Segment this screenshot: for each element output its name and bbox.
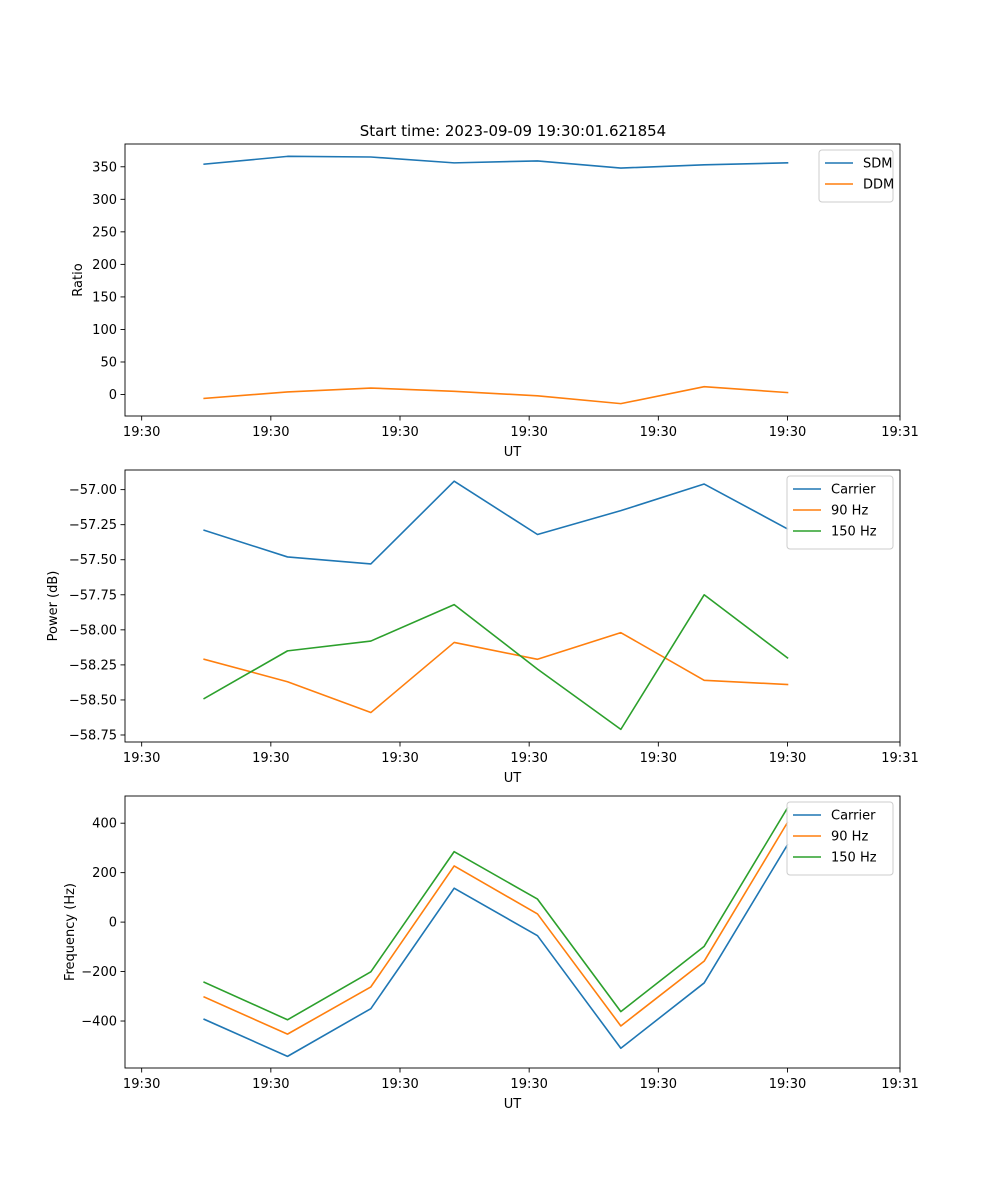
power-y-tick-label: −57.75: [69, 588, 117, 603]
frequency-x-axis-label: UT: [504, 1097, 522, 1112]
ratio-axes-frame: [124, 143, 901, 417]
power-x-axis-label: UT: [504, 771, 522, 786]
ratio-y-tick-label: 250: [92, 225, 117, 240]
power-x-tick-label: 19:31: [881, 751, 918, 766]
frequency-y-tick-label: 200: [92, 866, 117, 881]
ratio-series-line-ddm: [203, 385, 789, 405]
ratio-x-axis-label: UT: [504, 445, 522, 460]
power-y-tick-label: −57.00: [69, 483, 117, 498]
power-x-tick-label: 19:30: [510, 751, 547, 766]
frequency-legend-label-carrier: Carrier: [831, 809, 876, 824]
frequency-series-line-150-hz: [203, 806, 789, 1021]
figure-title: Start time: 2023-09-09 19:30:01.621854: [360, 122, 666, 140]
frequency-y-axis-label: Frequency (Hz): [63, 883, 78, 981]
ratio-x-tick-label: 19:31: [881, 425, 918, 440]
frequency-panel: 19:30 19:30 19:30 19:30 19:30 19:30 19:31 −400 −…: [63, 795, 919, 1112]
ratio-panel: 19:30 19:30 19:30 19:30 19:30 19:30 19:31 0 50 10…: [71, 143, 919, 460]
ratio-y-tick-label: 50: [100, 355, 117, 370]
power-y-tick-label: −57.50: [69, 553, 117, 568]
ratio-x-tick-label: 19:30: [769, 425, 806, 440]
ratio-series-line-sdm: [203, 155, 789, 169]
ratio-legend-label-sdm: SDM: [863, 157, 892, 172]
ratio-x-tick-label: 19:30: [123, 425, 160, 440]
ratio-legend-label-ddm: DDM: [863, 178, 894, 193]
frequency-x-tick-label: 19:30: [769, 1077, 806, 1092]
ratio-x-tick-label: 19:30: [381, 425, 418, 440]
frequency-x-tick-label: 19:30: [252, 1077, 289, 1092]
power-x-tick-label: 19:30: [381, 751, 418, 766]
ratio-y-tick-label: 200: [92, 258, 117, 273]
ratio-y-tick-label: 100: [92, 323, 117, 338]
power-x-tick-label: 19:30: [769, 751, 806, 766]
frequency-x-tick-label: 19:31: [881, 1077, 918, 1092]
power-legend-label-150-hz: 150 Hz: [831, 525, 877, 540]
frequency-y-tick-label: 400: [92, 817, 117, 832]
frequency-y-tick-label: −200: [81, 965, 117, 980]
ratio-x-tick-label: 19:30: [640, 425, 677, 440]
ratio-y-tick-label: 300: [92, 193, 117, 208]
ratio-y-tick-label: 0: [109, 388, 117, 403]
power-y-tick-label: −58.00: [69, 623, 117, 638]
frequency-legend-label-150-hz: 150 Hz: [831, 851, 877, 866]
ratio-y-tick-label: 150: [92, 290, 117, 305]
frequency-x-tick-label: 19:30: [123, 1077, 160, 1092]
frequency-legend-label-90-hz: 90 Hz: [831, 830, 868, 845]
power-x-tick-label: 19:30: [252, 751, 289, 766]
power-x-tick-label: 19:30: [640, 751, 677, 766]
power-series-line-150-hz: [203, 593, 789, 731]
frequency-y-tick-label: −400: [81, 1015, 117, 1030]
ratio-x-tick-label: 19:30: [510, 425, 547, 440]
frequency-series-line-90-hz: [203, 821, 789, 1035]
power-legend-label-90-hz: 90 Hz: [831, 504, 868, 519]
power-y-tick-label: −58.25: [69, 658, 117, 673]
frequency-x-tick-label: 19:30: [381, 1077, 418, 1092]
power-legend-label-carrier: Carrier: [831, 483, 876, 498]
power-series-line-90-hz: [203, 631, 789, 714]
power-y-axis-label: Power (dB): [46, 571, 61, 642]
power-panel: 19:30 19:30 19:30 19:30 19:30 19:30 19:31 −58.7…: [46, 469, 919, 786]
power-x-tick-label: 19:30: [123, 751, 160, 766]
ratio-y-axis-label: Ratio: [71, 263, 86, 296]
power-y-tick-label: −58.50: [69, 693, 117, 708]
frequency-series-line-carrier: [203, 843, 789, 1058]
power-y-tick-label: −58.75: [69, 728, 117, 743]
frequency-x-tick-label: 19:30: [510, 1077, 547, 1092]
power-series-line-carrier: [203, 480, 789, 565]
frequency-y-tick-label: 0: [109, 916, 117, 931]
frequency-x-tick-label: 19:30: [640, 1077, 677, 1092]
frequency-axes-frame: [124, 795, 901, 1069]
ratio-x-tick-label: 19:30: [252, 425, 289, 440]
power-y-tick-label: −57.25: [69, 518, 117, 533]
power-axes-frame: [124, 469, 901, 743]
ratio-y-tick-label: 350: [92, 160, 117, 175]
